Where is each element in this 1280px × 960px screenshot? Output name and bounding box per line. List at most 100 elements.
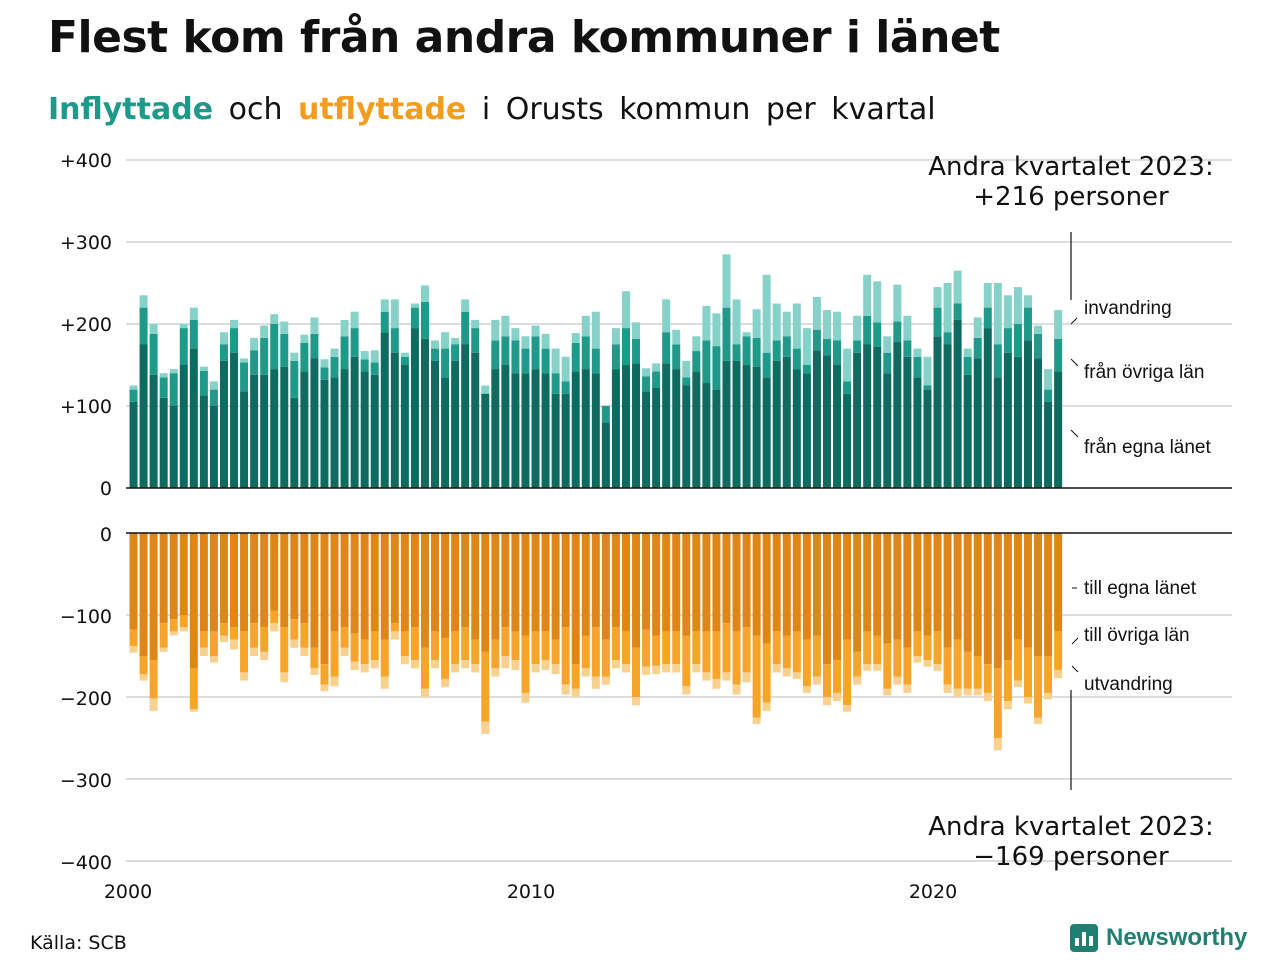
bar-out-till-övriga-län — [792, 631, 801, 673]
bar-in-invandring — [420, 285, 429, 302]
bar-in-från-egna-länet — [1044, 401, 1053, 488]
bar-out-till-övriga-län — [441, 637, 450, 679]
bar-out-till-övriga-län — [591, 627, 600, 677]
bar-in-från-egna-länet — [812, 350, 821, 488]
bar-out-till-egna-länet — [290, 533, 299, 620]
bar-out-till-egna-länet — [752, 533, 761, 636]
bar-out-utvandring — [169, 631, 178, 636]
bar-out-till-egna-länet — [441, 533, 450, 638]
bar-in-från-övriga-län — [762, 352, 771, 378]
bar-in-från-egna-länet — [240, 391, 249, 488]
bar-in-från-egna-länet — [139, 344, 148, 488]
bar-out-till-övriga-län — [833, 660, 842, 693]
bar-in-invandring — [139, 295, 148, 308]
bar-out-till-egna-länet — [662, 533, 671, 632]
bar-in-från-övriga-län — [441, 348, 450, 378]
bar-out-till-egna-länet — [893, 533, 902, 640]
bar-out-utvandring — [893, 676, 902, 685]
bar-in-från-övriga-län — [1023, 307, 1032, 341]
bar-in-från-egna-länet — [1054, 371, 1063, 488]
bar-out-utvandring — [943, 684, 952, 693]
bar-in-från-övriga-län — [330, 356, 339, 378]
bar-in-från-egna-länet — [762, 377, 771, 488]
bar-out-till-övriga-län — [320, 664, 329, 685]
bar-out-till-övriga-län — [762, 643, 771, 703]
bar-in-från-övriga-län — [953, 303, 962, 320]
subtitle-rest: i Orusts kommun per kvartal — [481, 92, 936, 127]
bar-in-från-egna-länet — [561, 393, 570, 488]
bar-out-utvandring — [129, 646, 138, 653]
bar-out-utvandring — [199, 647, 208, 656]
bar-in-från-övriga-län — [420, 301, 429, 339]
bar-out-till-övriga-län — [1003, 660, 1012, 702]
bar-in-från-egna-länet — [692, 371, 701, 488]
bar-in-invandring — [893, 284, 902, 322]
bar-out-till-egna-länet — [551, 533, 560, 640]
bar-out-utvandring — [240, 672, 249, 681]
bar-in-från-övriga-län — [149, 333, 158, 375]
bar-in-från-övriga-län — [380, 311, 389, 333]
bar-in-från-egna-länet — [451, 360, 460, 488]
bar-out-utvandring — [481, 721, 490, 734]
bar-in-från-egna-länet — [129, 401, 138, 488]
bar-in-från-egna-länet — [571, 371, 580, 488]
bar-out-till-egna-länet — [300, 533, 309, 624]
bar-out-till-övriga-län — [290, 619, 299, 640]
bar-out-till-egna-länet — [230, 533, 239, 628]
bar-in-från-övriga-län — [340, 336, 349, 370]
bar-in-från-övriga-län — [611, 344, 620, 370]
xtick-2010: 2010 — [507, 881, 555, 903]
bar-out-till-egna-länet — [400, 533, 409, 632]
bar-in-från-övriga-län — [139, 307, 148, 345]
bar-in-från-egna-länet — [983, 328, 992, 488]
bar-in-invandring — [792, 303, 801, 349]
bar-out-till-övriga-län — [873, 635, 882, 665]
bar-in-från-övriga-län — [632, 338, 641, 364]
ytick-bottom-200: −200 — [60, 688, 112, 710]
bar-out-utvandring — [993, 738, 1002, 751]
bar-out-utvandring — [883, 688, 892, 696]
bar-in-från-övriga-län — [712, 346, 721, 390]
bar-in-från-egna-länet — [370, 374, 379, 488]
bar-in-från-egna-länet — [149, 374, 158, 488]
label-till-egna-lanet: till egna länet — [1084, 578, 1197, 599]
bar-out-till-egna-länet — [742, 533, 751, 628]
bar-out-till-övriga-län — [822, 664, 831, 697]
bar-in-från-egna-länet — [652, 387, 661, 488]
bar-out-utvandring — [853, 676, 862, 685]
bar-out-utvandring — [642, 666, 651, 675]
bar-out-till-egna-länet — [621, 533, 630, 632]
bar-out-till-egna-länet — [682, 533, 691, 636]
bar-in-från-övriga-län — [662, 332, 671, 364]
bar-in-från-egna-länet — [250, 374, 259, 488]
bar-out-till-egna-länet — [1054, 533, 1063, 632]
bar-out-till-övriga-län — [531, 631, 540, 665]
bar-out-till-övriga-län — [993, 668, 1002, 738]
annotation-top-line1: Andra kvartalet 2023: — [928, 152, 1213, 182]
bar-in-från-egna-länet — [682, 385, 691, 488]
bar-in-från-egna-länet — [833, 365, 842, 488]
bar-in-från-övriga-län — [310, 333, 319, 359]
bar-in-från-övriga-län — [591, 348, 600, 374]
bar-in-invandring — [802, 328, 811, 365]
bar-in-invandring — [973, 317, 982, 338]
bar-in-invandring — [1023, 295, 1032, 308]
bar-in-från-egna-länet — [963, 374, 972, 488]
bar-in-från-övriga-län — [350, 328, 359, 357]
bar-out-till-egna-länet — [953, 533, 962, 640]
bar-in-invandring — [471, 319, 480, 329]
bar-in-från-egna-länet — [551, 393, 560, 488]
bar-in-från-övriga-län — [873, 322, 882, 347]
bar-out-till-egna-länet — [883, 533, 892, 644]
bar-in-invandring — [370, 350, 379, 363]
bar-in-invandring — [179, 324, 188, 329]
bar-out-utvandring — [400, 656, 409, 665]
bar-in-från-övriga-län — [1013, 324, 1022, 357]
bar-out-utvandring — [1044, 692, 1053, 700]
bar-in-från-övriga-län — [792, 348, 801, 370]
bar-out-till-övriga-län — [310, 647, 319, 669]
bar-in-från-övriga-län — [642, 376, 651, 392]
bar-in-från-övriga-län — [1044, 389, 1053, 402]
bar-out-till-egna-länet — [642, 533, 651, 630]
bar-in-från-övriga-län — [561, 381, 570, 394]
